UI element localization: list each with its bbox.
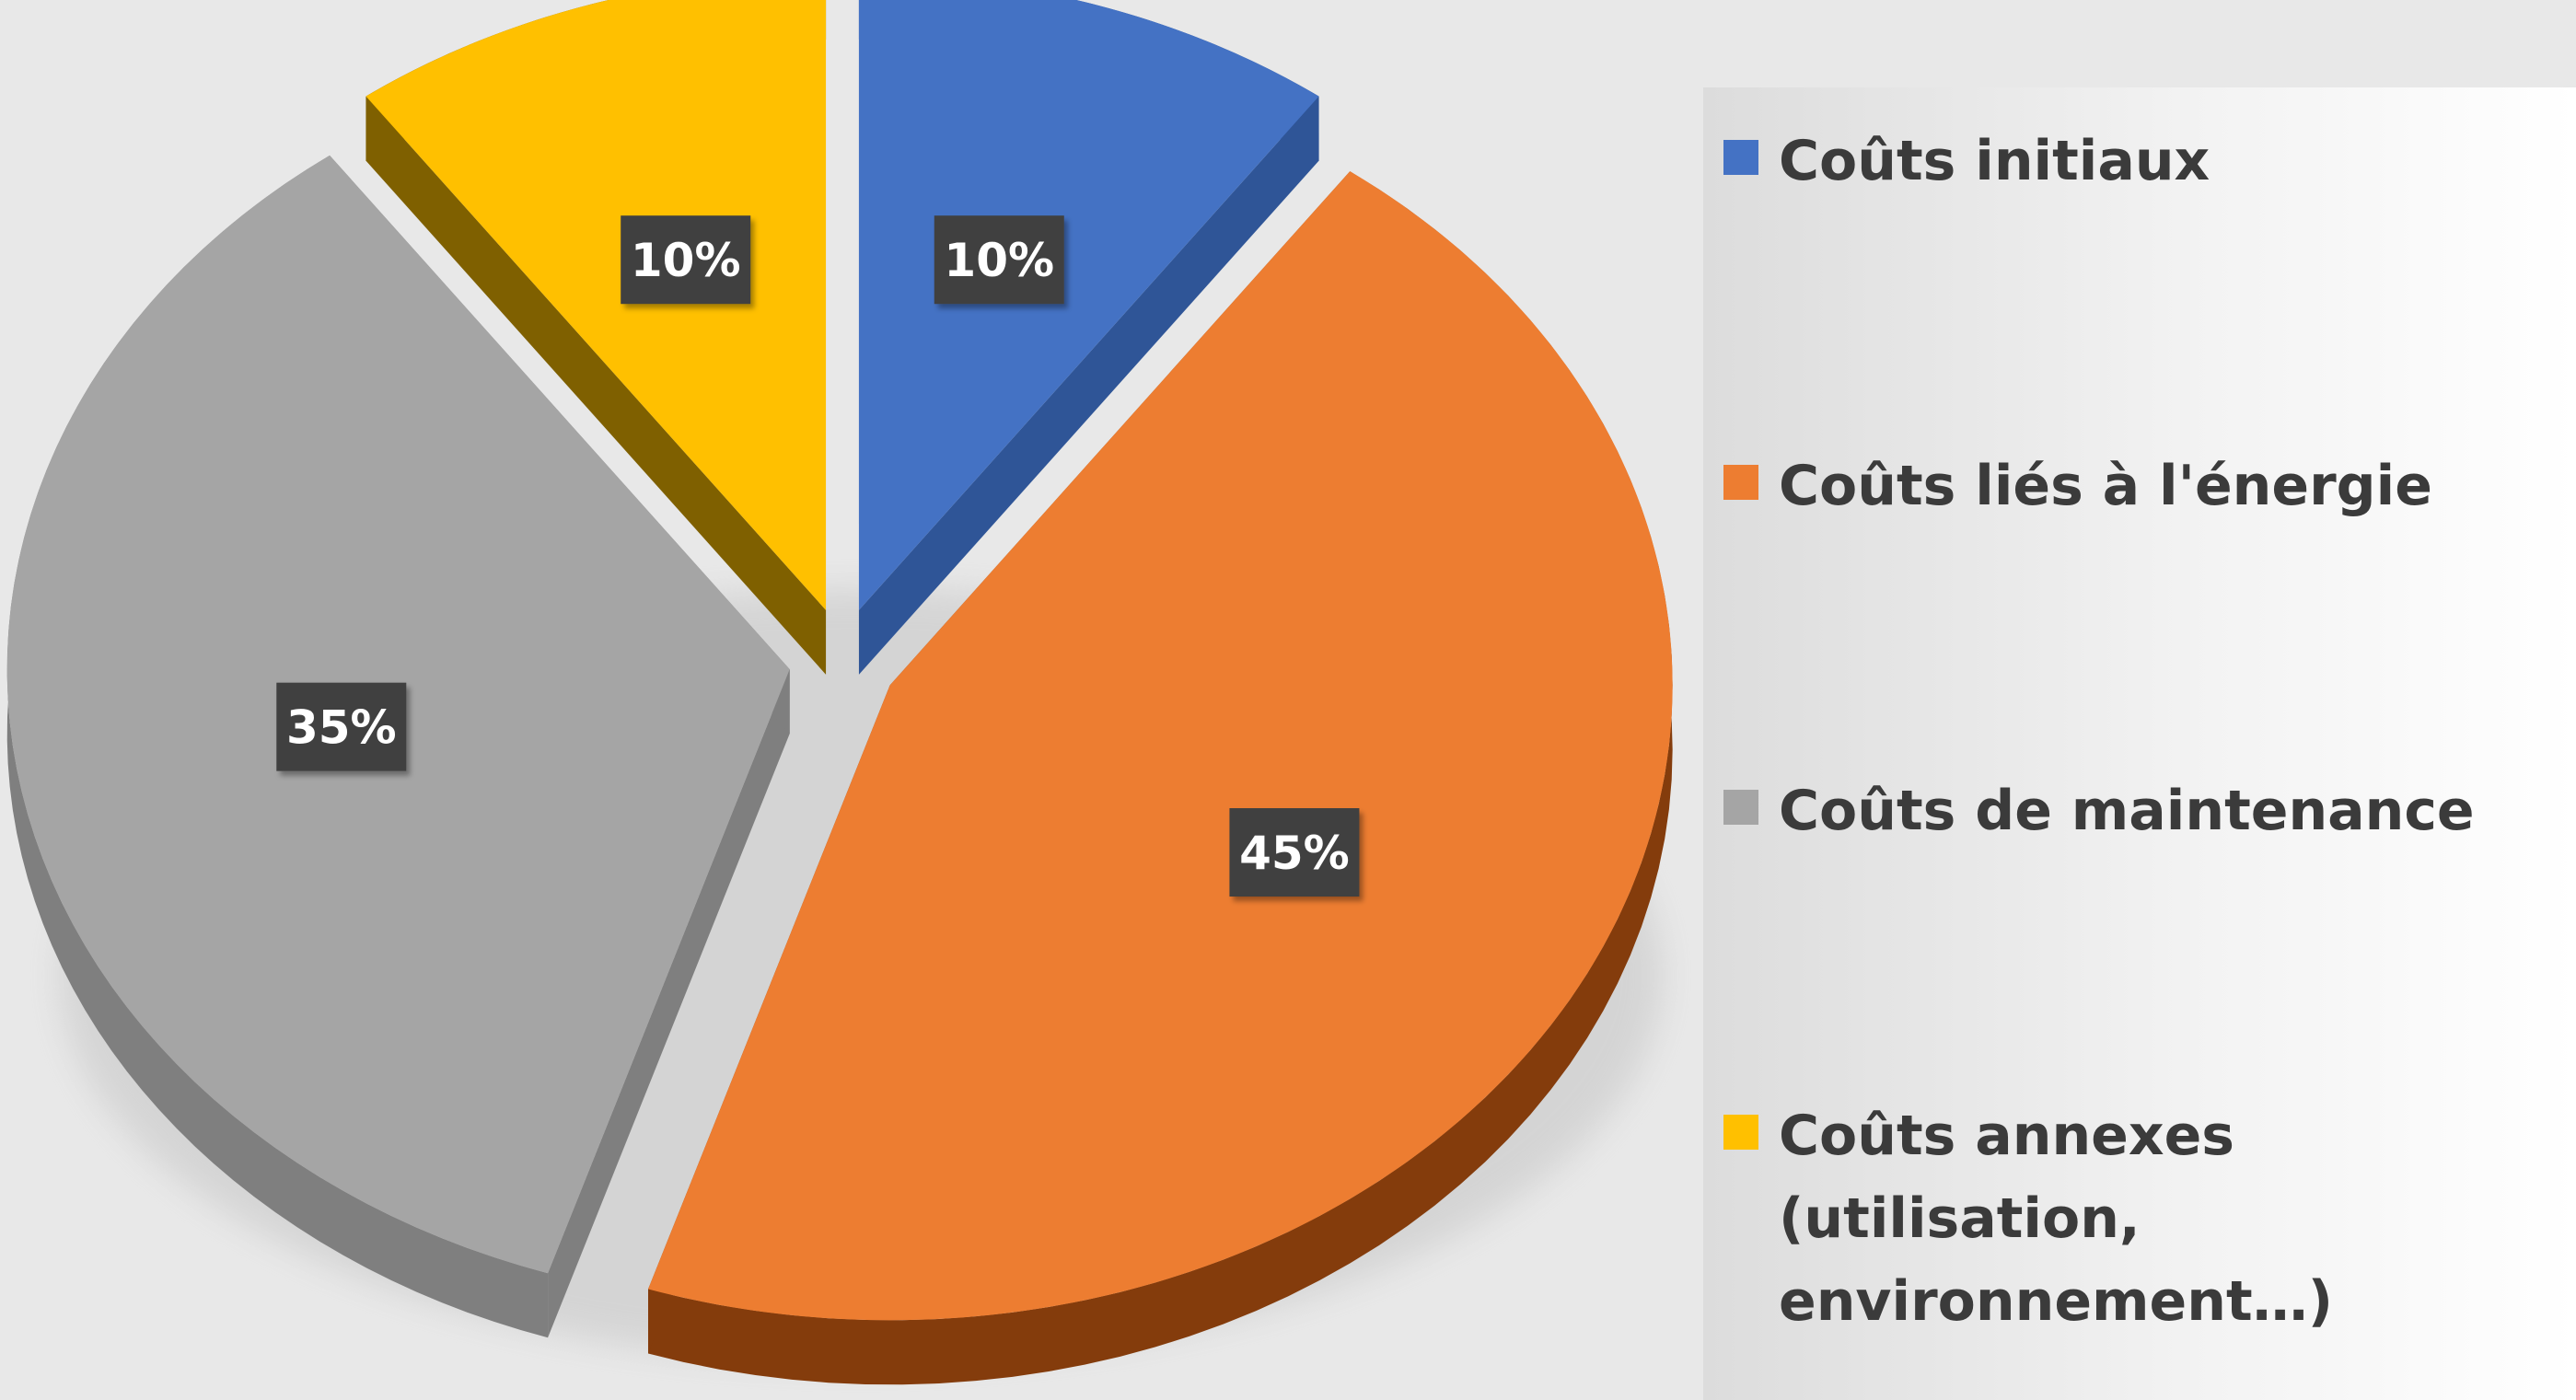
legend-item-couts-maintenance: Coûts de maintenance [1723, 769, 2534, 852]
data-label-box-couts-initiaux [934, 215, 1064, 305]
slice-couts-energie [648, 171, 1673, 1321]
data-label-text-couts-annexes: 10% [631, 234, 741, 287]
data-label-text-couts-maintenance: 35% [286, 701, 397, 755]
legend-swatch-couts-maintenance [1723, 790, 1758, 825]
legend-label-couts-maintenance: Coûts de maintenance [1779, 779, 2475, 843]
slice-couts-initiaux-radial-wall-1 [858, 96, 1319, 675]
slice-couts-maintenance-radial-wall-0 [548, 669, 790, 1338]
legend-background [1703, 87, 2576, 1400]
data-label-box-couts-maintenance [276, 682, 407, 771]
legend-item-couts-annexes: Coûts annexes (utilisation, environnemen… [1723, 1094, 2534, 1343]
legend-label-couts-initiaux: Coûts initiaux [1779, 129, 2210, 193]
legend-item-couts-initiaux: Coûts initiaux [1723, 120, 2534, 202]
slice-couts-annexes [366, 0, 827, 610]
data-label-text-couts-initiaux: 10% [944, 234, 1054, 287]
legend-swatch-couts-initiaux [1723, 140, 1758, 175]
data-label-box-couts-energie [1229, 808, 1360, 897]
data-label-couts-initiaux: 10% [934, 215, 1064, 305]
data-label-couts-annexes: 10% [621, 215, 751, 305]
slice-couts-initiaux [858, 0, 1319, 610]
slice-couts-maintenance-outer-wall [6, 155, 549, 1338]
legend-swatch-couts-annexes [1723, 1115, 1758, 1150]
legend-item-couts-energie: Coûts liés à l'énergie [1723, 445, 2534, 527]
legend-label-couts-annexes: Coûts annexes (utilisation, environnemen… [1779, 1104, 2334, 1334]
data-label-couts-maintenance: 35% [276, 682, 407, 771]
legend-label-couts-energie: Coûts liés à l'énergie [1779, 454, 2432, 518]
data-label-text-couts-energie: 45% [1239, 827, 1350, 880]
slice-couts-annexes-radial-wall-0 [366, 96, 827, 675]
legend-swatch-couts-energie [1723, 465, 1758, 500]
data-label-box-couts-annexes [621, 215, 751, 305]
data-label-couts-energie: 45% [1229, 808, 1360, 897]
pie-data-labels: 10% 45% 35% 10% [276, 215, 1360, 897]
